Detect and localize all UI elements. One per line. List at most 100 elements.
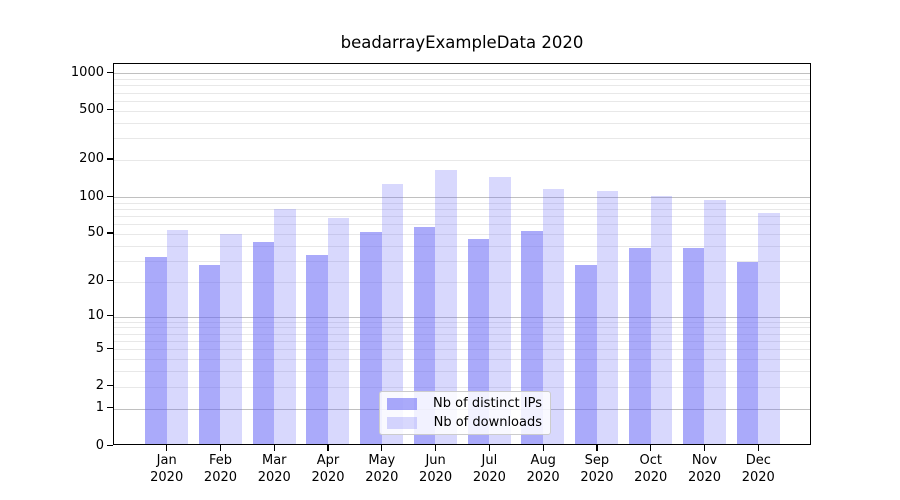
x-tick-label-nov: Nov 2020 [675,452,735,486]
y-tick-label-1000: 1000 [70,64,104,80]
x-tick-year: 2020 [526,470,560,485]
plot-area [113,63,811,445]
bar-downloads-jun [435,170,457,444]
bar-distinct-ips-dec [736,261,759,444]
gridline-minor [114,281,810,283]
y-tick-mark [107,158,113,160]
legend-label-downloads: Nb of downloads [433,415,542,430]
gridline-minor [114,233,810,235]
x-tick-year: 2020 [580,470,614,485]
legend-item: Nb of distinct IPs [387,396,550,411]
bar-distinct-ips-jun [413,227,436,444]
y-tick-label-200: 200 [79,151,104,167]
gridline-minor [114,138,810,140]
x-tick-mark [435,445,437,451]
gridline-minor [114,321,810,323]
y-tick-label-500: 500 [79,102,104,118]
bar-downloads-aug [542,189,565,444]
bar-distinct-ips-nov [682,247,705,444]
x-tick-month: Dec [745,453,771,468]
y-tick-mark [107,280,113,282]
bar-distinct-ips-mar [252,242,275,444]
y-tick-mark [107,195,113,197]
x-tick-month: Feb [208,453,232,468]
y-tick-label-10: 10 [87,308,104,324]
bar-downloads-nov [704,200,726,444]
gridline-minor [114,85,810,87]
gridline-minor [114,245,810,247]
bar-distinct-ips-sep [575,265,597,444]
x-tick-month: Jul [481,453,498,468]
y-tick-mark [107,232,113,234]
x-tick-month: Jan [156,453,177,468]
gridline-major [114,197,810,199]
x-tick-mark [219,445,222,451]
x-tick-year: 2020 [365,470,399,485]
y-tick-label-5: 5 [95,340,104,356]
x-tick-month: Aug [530,453,556,468]
x-tick-label-may: May 2020 [352,452,412,486]
x-tick-month: Jun [425,453,446,468]
x-tick-label-mar: Mar 2020 [244,452,304,486]
bar-downloads-jul [489,176,511,444]
y-tick-label-20: 20 [87,273,104,289]
gridline-minor [114,159,810,161]
bar-downloads-jan [166,230,188,444]
x-tick-year: 2020 [150,470,184,485]
bar-downloads-mar [274,208,296,444]
x-tick-label-jun: Jun 2020 [406,452,466,486]
x-tick-year: 2020 [311,470,345,485]
gridline-minor [114,122,810,124]
bar-distinct-ips-feb [198,265,221,444]
x-tick-year: 2020 [257,470,291,485]
x-tick-mark [542,445,544,451]
y-tick-label-0: 0 [95,437,104,453]
gridline-minor [114,333,810,335]
gridline-minor [114,359,810,361]
x-tick-label-oct: Oct 2020 [621,452,681,486]
x-tick-mark [650,445,652,451]
x-tick-label-jan: Jan 2020 [137,452,197,486]
gridline-minor [114,208,810,210]
y-tick-mark [107,444,113,446]
bar-downloads-apr [327,218,350,444]
legend-label-distinct-ips: Nb of distinct IPs [433,396,542,411]
bar-distinct-ips-may [360,232,382,444]
legend-swatch-distinct-ips [387,397,417,410]
bar-distinct-ips-aug [521,231,543,444]
x-tick-mark [488,445,490,451]
x-tick-month: Mar [261,453,287,468]
x-tick-mark [381,445,383,451]
gridline-minor [114,327,810,329]
x-tick-mark [757,445,759,451]
gridline-minor [114,202,810,204]
chart-title: beadarrayExampleData 2020 [340,33,584,52]
y-tick-mark [107,109,113,111]
y-tick-mark [107,315,113,317]
legend: Nb of distinct IPs Nb of downloads [379,391,551,435]
x-tick-year: 2020 [634,470,668,485]
x-tick-label-feb: Feb 2020 [190,452,250,486]
x-tick-mark [327,445,329,451]
x-tick-month: Nov [691,453,718,468]
gridline-minor [114,371,810,373]
x-tick-mark [166,445,168,451]
x-tick-year: 2020 [203,470,238,485]
bar-distinct-ips-apr [306,254,328,444]
x-tick-mark [703,445,706,451]
bar-downloads-oct [650,195,673,444]
y-tick-mark [107,347,113,350]
x-tick-mark [596,445,598,451]
gridline-minor [114,386,810,388]
y-tick-label-50: 50 [87,225,104,241]
x-tick-month: Oct [639,453,662,468]
bar-distinct-ips-jan [145,256,167,444]
y-tick-mark [107,385,113,387]
x-tick-month: Sep [584,453,610,468]
bar-downloads-may [381,184,404,444]
gridline-minor [114,260,810,262]
bar-downloads-dec [758,213,780,444]
x-tick-label-jul: Jul 2020 [459,452,519,486]
gridline-minor [114,92,810,94]
